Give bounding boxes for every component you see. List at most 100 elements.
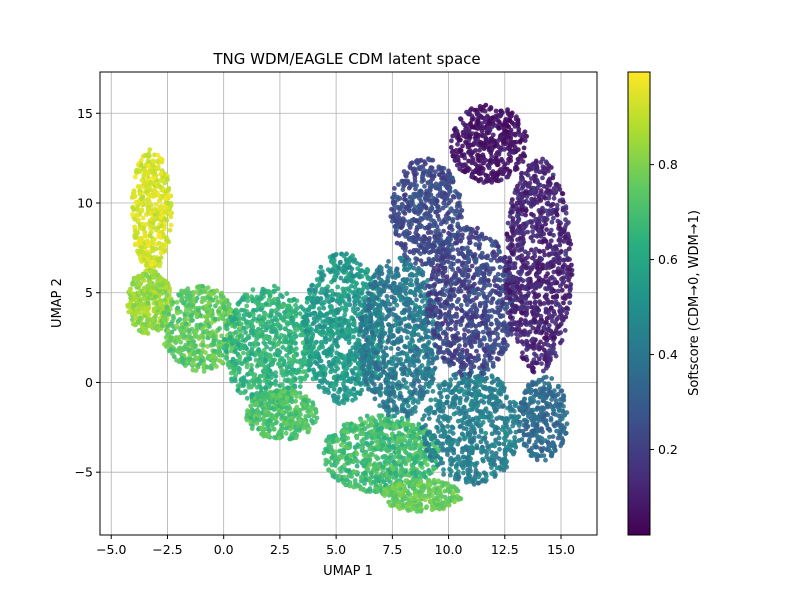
scatter-point (144, 330, 150, 336)
scatter-point (268, 381, 274, 386)
scatter-point (183, 342, 189, 348)
scatter-point (420, 320, 426, 326)
scatter-point (414, 272, 419, 278)
scatter-point (349, 266, 355, 272)
scatter-point (382, 459, 388, 465)
scatter-point (282, 361, 287, 367)
scatter-point (388, 470, 393, 476)
scatter-point (306, 367, 312, 372)
scatter-point (407, 492, 413, 497)
scatter-point (221, 346, 227, 351)
scatter-point (241, 316, 247, 322)
scatter-point (372, 279, 377, 285)
scatter-points (125, 102, 575, 514)
scatter-point (350, 397, 355, 403)
scatter-point (207, 296, 213, 301)
scatter-point (403, 328, 408, 333)
scatter-point (265, 374, 271, 379)
scatter-point (259, 425, 264, 431)
scatter-point (418, 461, 424, 467)
scatter-point (403, 291, 409, 297)
scatter-point (288, 345, 294, 350)
scatter-point (242, 358, 248, 364)
scatter-point (298, 304, 304, 310)
scatter-point (265, 289, 271, 295)
scatter-point (351, 320, 357, 326)
scatter-point (154, 323, 160, 329)
scatter-point (409, 331, 415, 337)
scatter-point (311, 345, 316, 350)
scatter-point (163, 284, 169, 290)
scatter-point (357, 262, 363, 268)
scatter-point (130, 204, 136, 210)
scatter-point (257, 313, 262, 319)
scatter-point (177, 292, 183, 298)
scatter-point (325, 288, 330, 294)
scatter-point (385, 423, 391, 429)
scatter-point (137, 310, 143, 316)
scatter-point (384, 294, 390, 299)
scatter-point (184, 294, 190, 299)
scatter-point (338, 469, 344, 474)
scatter-point (174, 323, 180, 329)
scatter-point (407, 315, 412, 321)
scatter-point (372, 434, 378, 440)
scatter-point (254, 390, 260, 396)
scatter-point (405, 508, 411, 513)
scatter-point (275, 352, 280, 358)
scatter-point (128, 308, 134, 313)
scatter-point (170, 351, 175, 357)
scatter-point (407, 480, 413, 486)
scatter-point (390, 375, 396, 381)
scatter-point (386, 259, 391, 264)
scatter-point (256, 360, 262, 365)
scatter-point (339, 429, 345, 434)
scatter-point (394, 266, 400, 272)
scatter-point (276, 304, 282, 310)
scatter-point (424, 462, 430, 468)
scatter-point (218, 352, 223, 357)
scatter-point (275, 341, 281, 347)
scatter-point (248, 403, 254, 409)
scatter-point (196, 336, 202, 341)
scatter-point (264, 344, 269, 350)
scatter-point (232, 338, 238, 344)
scatter-point (407, 452, 413, 457)
scatter-point (146, 278, 152, 284)
scatter-point (166, 312, 172, 317)
scatter-point (384, 263, 390, 269)
scatter-point (146, 283, 151, 289)
scatter-point (344, 278, 350, 284)
scatter-point (313, 410, 319, 415)
scatter-point (375, 455, 381, 461)
scatter-point (193, 355, 199, 360)
scatter-point (419, 284, 425, 289)
scatter-point (184, 359, 190, 365)
scatter-point (329, 362, 334, 368)
scatter-point (257, 394, 263, 400)
scatter-point (292, 430, 298, 435)
scatter-point (320, 329, 326, 335)
scatter-point (352, 392, 357, 398)
scatter-point (310, 419, 315, 425)
scatter-point (256, 413, 262, 419)
scatter-point (341, 333, 346, 339)
scatter-point (159, 323, 165, 328)
scatter-point (379, 425, 385, 431)
scatter-point (256, 347, 262, 353)
scatter-point (293, 302, 298, 308)
scatter-point (408, 445, 413, 451)
scatter-point (373, 475, 379, 481)
scatter-point (352, 376, 358, 382)
scatter-point (359, 365, 365, 371)
scatter-point (289, 359, 294, 365)
scatter-point (332, 274, 338, 280)
scatter-point (355, 459, 360, 464)
scatter-point (155, 164, 161, 170)
scatter-point (150, 248, 156, 254)
scatter-point (420, 272, 426, 278)
scatter-point (158, 215, 164, 221)
scatter-point (344, 251, 349, 257)
scatter-point (191, 339, 197, 344)
scatter-point (389, 490, 395, 496)
